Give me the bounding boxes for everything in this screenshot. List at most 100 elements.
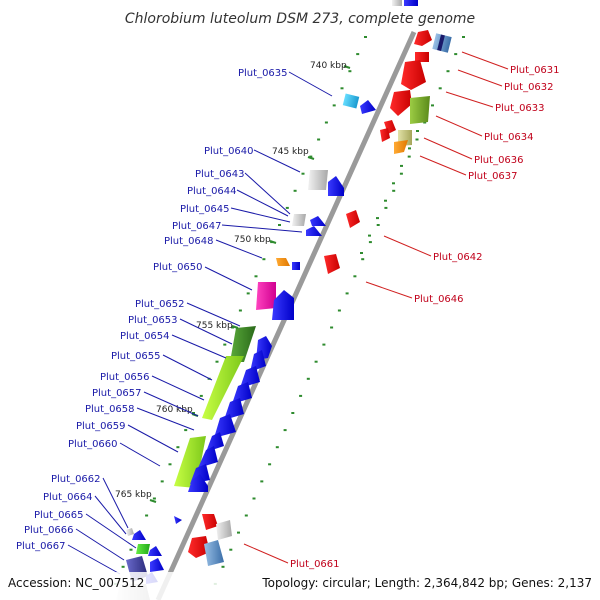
gene-label-plut-0633[interactable]: Plut_0633 xyxy=(495,103,545,114)
tick-dot xyxy=(278,224,281,226)
gene-feature xyxy=(230,326,256,362)
tick-dot xyxy=(152,497,156,500)
left-gene-labels: Plut_0635 Plut_0640 Plut_0643 Plut_0644 … xyxy=(16,68,288,552)
gene-feature xyxy=(437,34,445,52)
gene-label-plut-0635[interactable]: Plut_0635 xyxy=(238,68,288,79)
tick-dot xyxy=(454,53,458,56)
gene-label-plut-0661[interactable]: Plut_0661 xyxy=(290,559,340,570)
tick-dot xyxy=(237,531,240,534)
gene-label-plut-0644[interactable]: Plut_0644 xyxy=(187,186,237,197)
gene-label-plut-0659[interactable]: Plut_0659 xyxy=(76,421,126,432)
gene-feature xyxy=(132,530,146,540)
gene-feature xyxy=(415,52,429,62)
gene-label-plut-0656[interactable]: Plut_0656 xyxy=(100,372,150,383)
gene-feature xyxy=(250,350,266,372)
kbp-label: 745 kbp xyxy=(272,147,309,157)
gene-label-plut-0665[interactable]: Plut_0665 xyxy=(34,510,84,521)
gene-label-plut-0642[interactable]: Plut_0642 xyxy=(433,252,483,263)
gene-feature xyxy=(276,258,290,266)
tick-dot xyxy=(337,309,341,312)
tick-dot xyxy=(332,104,336,107)
tick-dot xyxy=(340,87,344,90)
tick-dot xyxy=(291,412,295,414)
tick-dot xyxy=(238,309,242,312)
tick-dot xyxy=(184,429,188,432)
tick-dot xyxy=(199,394,203,397)
gene-feature xyxy=(188,536,210,558)
tick-dot xyxy=(160,480,164,483)
tick-dot xyxy=(360,252,363,254)
gene-label-plut-0631[interactable]: Plut_0631 xyxy=(510,65,560,76)
gene-label-plut-0667[interactable]: Plut_0667 xyxy=(16,541,66,552)
tick-dot xyxy=(356,53,360,56)
gene-feature xyxy=(216,520,232,540)
gene-feature xyxy=(392,0,402,6)
tick-dot xyxy=(408,147,411,150)
gene-label-plut-0652[interactable]: Plut_0652 xyxy=(135,299,185,310)
tick-dot xyxy=(252,497,256,500)
tick-dot xyxy=(416,130,419,132)
gene-label-plut-0666[interactable]: Plut_0666 xyxy=(24,525,74,536)
gene-label-plut-0658[interactable]: Plut_0658 xyxy=(85,404,135,415)
gene-label-plut-0636[interactable]: Plut_0636 xyxy=(474,155,524,166)
gene-feature xyxy=(232,382,252,404)
tick-dot xyxy=(145,514,149,517)
tick-dot xyxy=(400,164,403,167)
gene-label-plut-0648[interactable]: Plut_0648 xyxy=(164,236,214,247)
tick-dot xyxy=(368,241,372,244)
kbp-label: 760 kbp xyxy=(156,405,193,415)
tick-dot xyxy=(317,138,321,141)
gene-feature xyxy=(188,474,208,492)
tick-dot xyxy=(376,224,380,226)
gene-label-plut-0655[interactable]: Plut_0655 xyxy=(111,351,161,362)
gene-label-plut-0646[interactable]: Plut_0646 xyxy=(414,294,464,305)
gene-label-plut-0645[interactable]: Plut_0645 xyxy=(180,204,230,215)
tick-dot xyxy=(231,326,235,329)
gene-label-plut-0637[interactable]: Plut_0637 xyxy=(468,171,518,182)
kbp-label: 750 kbp xyxy=(234,235,271,245)
gene-feature xyxy=(310,216,326,226)
gene-feature xyxy=(272,290,294,320)
gene-feature xyxy=(401,60,426,90)
tick-dot xyxy=(392,182,395,185)
gene-feature xyxy=(292,214,306,226)
tick-dot xyxy=(262,258,266,261)
gene-label-plut-0640[interactable]: Plut_0640 xyxy=(204,146,254,157)
gene-label-plut-0650[interactable]: Plut_0650 xyxy=(153,262,203,273)
tick-dot xyxy=(215,360,219,363)
tick-dot xyxy=(353,275,357,278)
gene-feature xyxy=(306,226,322,236)
accession-text: Accession: NC_007512 xyxy=(8,576,144,590)
gene-feature xyxy=(174,516,182,524)
kbp-tick xyxy=(231,325,239,329)
gene-feature xyxy=(324,254,340,274)
tick-dot xyxy=(330,326,334,329)
gene-feature xyxy=(292,262,300,270)
tick-dot xyxy=(283,429,287,432)
gene-label-plut-0654[interactable]: Plut_0654 xyxy=(120,331,170,342)
gene-label-plut-0632[interactable]: Plut_0632 xyxy=(504,82,554,93)
gene-feature xyxy=(394,140,408,154)
gene-feature xyxy=(240,366,260,388)
tick-dot xyxy=(392,189,396,192)
gene-label-plut-0647[interactable]: Plut_0647 xyxy=(172,221,222,232)
gene-label-plut-0634[interactable]: Plut_0634 xyxy=(484,132,534,143)
tick-dot xyxy=(324,121,328,124)
tick-dot xyxy=(438,87,442,90)
tick-dot xyxy=(293,189,297,192)
tick-dot xyxy=(361,258,365,261)
gene-feature xyxy=(410,96,430,124)
gene-label-plut-0662[interactable]: Plut_0662 xyxy=(51,474,101,485)
gene-label-plut-0660[interactable]: Plut_0660 xyxy=(68,439,118,450)
gene-feature xyxy=(202,356,244,420)
gene-label-plut-0657[interactable]: Plut_0657 xyxy=(92,388,142,399)
gene-label-plut-0653[interactable]: Plut_0653 xyxy=(128,315,178,326)
tick-dot xyxy=(176,446,180,449)
gene-label-plut-0664[interactable]: Plut_0664 xyxy=(43,492,93,503)
kbp-tick xyxy=(343,65,351,69)
tick-dot xyxy=(376,217,379,220)
gene-feature xyxy=(148,546,162,556)
gene-label-plut-0643[interactable]: Plut_0643 xyxy=(195,169,245,180)
tick-dot xyxy=(244,514,248,517)
tick-dot xyxy=(306,377,310,380)
